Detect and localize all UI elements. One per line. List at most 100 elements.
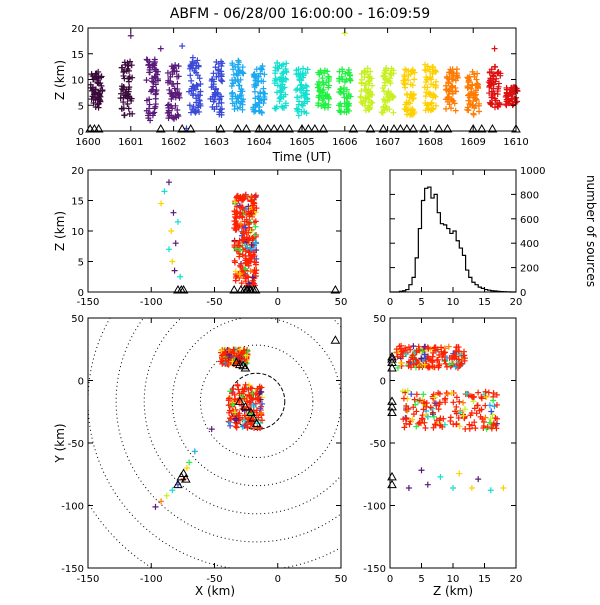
source-scatter [500, 485, 507, 491]
station-marker [215, 123, 226, 133]
source-mark [463, 390, 470, 397]
source-mark [233, 273, 240, 280]
source-mark [443, 363, 450, 370]
source-mark [440, 415, 447, 422]
source-mark [225, 347, 232, 354]
source-mark [366, 106, 373, 113]
source-scatter [456, 470, 463, 477]
source-mark [237, 220, 244, 227]
source-mark [93, 70, 100, 77]
y-tick-label: 20 [71, 24, 84, 35]
source-mark [474, 70, 481, 77]
source-mark [402, 66, 409, 73]
source-mark [435, 362, 442, 369]
source-mark [237, 354, 244, 361]
y-tick-label: 20 [71, 166, 84, 177]
source-mark [218, 71, 225, 78]
y-tick-label: 5 [78, 258, 84, 269]
source-mark [476, 108, 483, 115]
source-outlier [157, 45, 164, 52]
source-scatter [487, 487, 494, 494]
source-mark [98, 82, 105, 89]
source-mark [252, 239, 259, 246]
source-mark [240, 238, 247, 245]
source-mark [432, 93, 439, 100]
x-tick-label: 1607 [375, 137, 400, 148]
height-y-panel: 0 5 10 15 20 -150 -100 -50 0 50 Z (km) [363, 314, 522, 598]
source-mark [457, 351, 464, 358]
source-mark [257, 388, 264, 395]
station-marker [309, 123, 320, 133]
source-mark [252, 77, 259, 84]
source-mark [300, 65, 307, 72]
source-mark [422, 343, 429, 350]
source-mark [231, 199, 238, 206]
source-mark [357, 93, 364, 100]
source-mark [491, 63, 498, 70]
station-marker [177, 123, 188, 133]
source-mark [402, 347, 409, 354]
y-tick-label: 50 [71, 314, 84, 325]
time-height-y-ticks: 0 5 10 15 20 [71, 24, 516, 138]
source-scatter [158, 498, 165, 505]
source-mark [216, 95, 223, 102]
source-mark [432, 102, 439, 109]
source-mark [442, 399, 449, 406]
source-mark [231, 208, 238, 215]
source-mark [344, 106, 351, 113]
source-mark [120, 99, 127, 106]
source-mark [381, 98, 388, 105]
source-mark [194, 72, 201, 79]
source-mark [432, 84, 439, 91]
source-mark [143, 97, 150, 104]
source-mark [229, 95, 236, 102]
source-scatter [186, 459, 193, 466]
source-mark [235, 239, 242, 246]
source-mark [487, 415, 494, 422]
y-tick-label: 0 [78, 127, 84, 138]
source-mark [91, 73, 98, 80]
source-mark [448, 82, 455, 89]
source-mark [236, 414, 243, 421]
source-mark [455, 414, 462, 421]
y-tick-label: 0 [78, 288, 84, 299]
source-mark [218, 62, 225, 69]
y-tick-label: -50 [370, 439, 386, 450]
source-mark [420, 391, 427, 398]
source-mark [258, 65, 265, 72]
source-mark [403, 351, 410, 358]
source-mark [323, 79, 330, 86]
y-tick-label: 15 [71, 197, 84, 208]
source-mark [399, 353, 406, 360]
source-mark [232, 211, 239, 218]
source-mark [245, 208, 252, 215]
plan-view-frame [87, 317, 342, 569]
source-mark [242, 278, 249, 285]
x-tick-label: 20 [510, 297, 523, 308]
source-scatter [405, 485, 412, 491]
source-mark [490, 76, 497, 83]
source-mark [368, 98, 375, 105]
source-mark [316, 82, 323, 89]
source-mark [95, 90, 102, 97]
source-mark [406, 421, 413, 428]
source-mark [275, 65, 282, 72]
source-mark [151, 109, 158, 116]
source-mark [247, 252, 254, 259]
station-marker [240, 401, 251, 411]
source-mark [362, 95, 369, 102]
source-mark [231, 242, 238, 249]
source-mark [272, 105, 279, 112]
source-mark [503, 86, 510, 93]
source-mark [403, 111, 410, 118]
source-mark [152, 95, 159, 102]
x-tick-label: 10 [447, 297, 460, 308]
source-mark [169, 71, 176, 78]
station-marker [389, 123, 399, 133]
source-mark [456, 363, 463, 370]
source-mark [452, 363, 459, 370]
source-mark [238, 280, 245, 287]
x-tick-label: 0 [387, 574, 393, 585]
source-mark [443, 105, 450, 112]
